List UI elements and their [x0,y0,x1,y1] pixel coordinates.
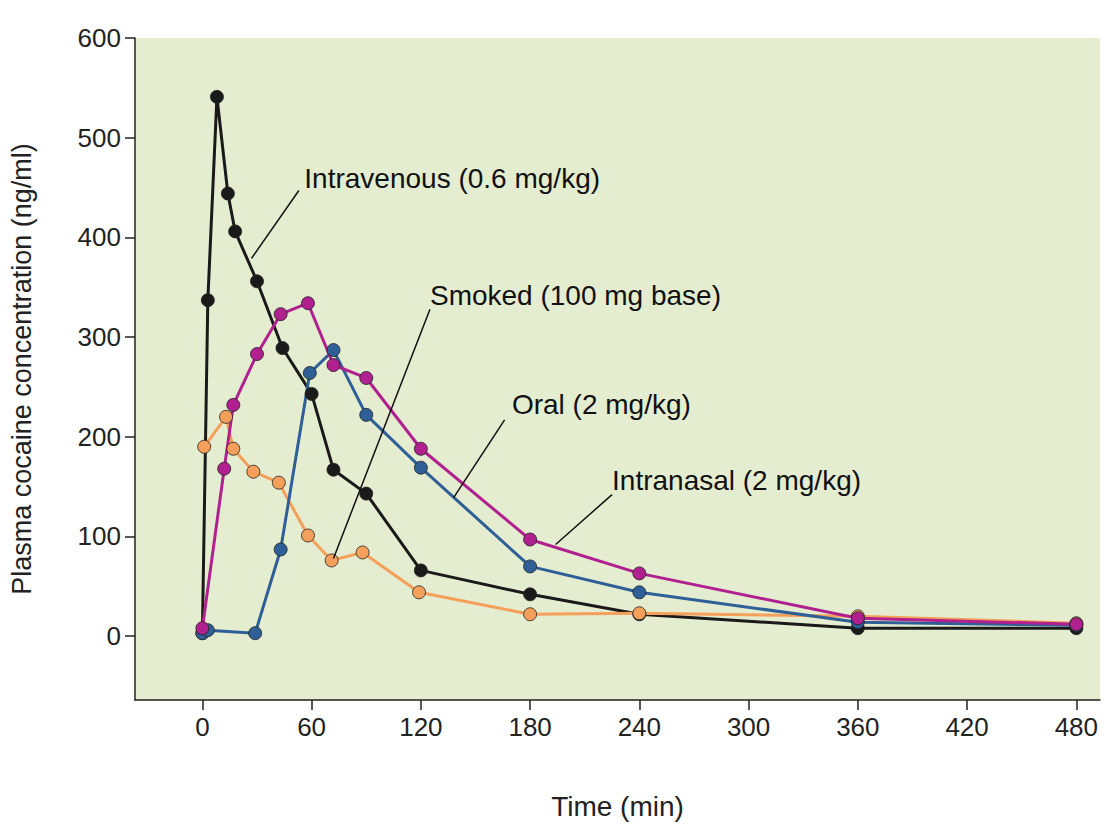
svg-text:Oral (2 mg/kg): Oral (2 mg/kg) [512,389,691,420]
svg-text:Plasma cocaine concentration (: Plasma cocaine concentration (ng/ml) [7,143,37,595]
svg-text:200: 200 [78,422,121,452]
svg-text:180: 180 [508,712,551,742]
svg-text:120: 120 [399,712,442,742]
svg-text:240: 240 [618,712,661,742]
svg-text:100: 100 [78,521,121,551]
svg-text:300: 300 [78,322,121,352]
svg-text:480: 480 [1055,712,1098,742]
svg-text:600: 600 [78,23,121,53]
svg-text:360: 360 [836,712,879,742]
svg-text:60: 60 [297,712,326,742]
svg-text:Intravenous (0.6 mg/kg): Intravenous (0.6 mg/kg) [304,163,600,194]
svg-text:420: 420 [945,712,988,742]
svg-text:300: 300 [727,712,770,742]
svg-text:0: 0 [195,712,209,742]
svg-text:400: 400 [78,222,121,252]
svg-text:Smoked (100 mg base): Smoked (100 mg base) [430,280,721,311]
svg-text:500: 500 [78,123,121,153]
svg-text:Intranasal (2 mg/kg): Intranasal (2 mg/kg) [612,465,861,496]
svg-text:Time (min): Time (min) [551,791,684,822]
svg-text:0: 0 [107,621,121,651]
